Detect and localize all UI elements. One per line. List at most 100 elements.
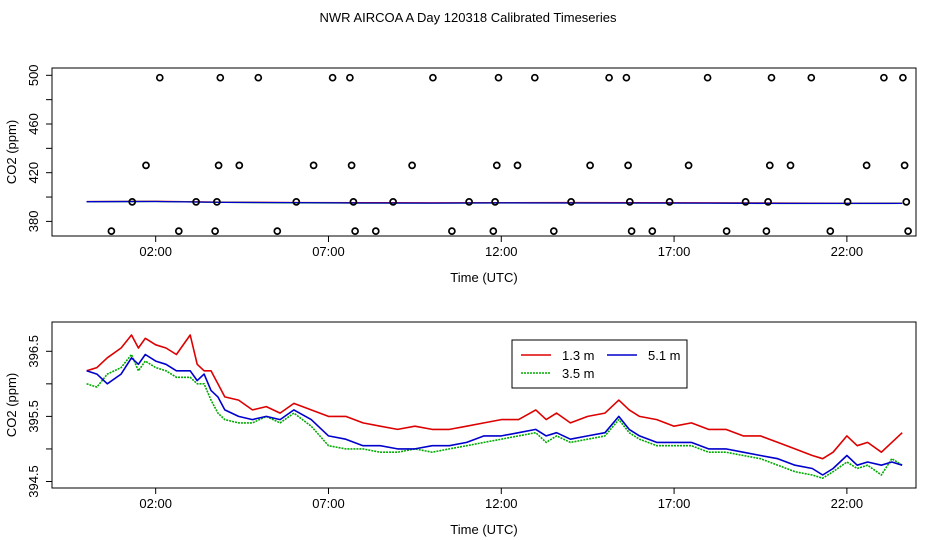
- top-line-5-1-m: [86, 200, 903, 205]
- top-y-tick-label: 420: [26, 162, 41, 184]
- calibration-point: [862, 161, 871, 170]
- calibration-point: [328, 73, 337, 82]
- calibration-point: [389, 198, 397, 206]
- calibration-point: [826, 227, 835, 235]
- top-y-tick-label: 380: [26, 211, 41, 233]
- calibration-point: [767, 73, 776, 82]
- bottom-x-tick-label: 22:00: [831, 496, 864, 511]
- bottom-axes: 02:00 07:00 12:00 17:00 22:00 394.5 395.5 396.5: [26, 335, 863, 511]
- top-panel: 02:00 07:00 12:00 17:00 22:00 380 420 460 500 Ti…: [4, 64, 917, 285]
- calibration-point: [448, 227, 456, 235]
- calibration-point: [605, 73, 613, 82]
- calibration-point: [741, 198, 750, 206]
- chart-title: NWR AIRCOA A Day 120318 Calibrated Times…: [320, 10, 617, 25]
- bottom-series: [86, 334, 903, 480]
- calibration-point: [880, 73, 888, 82]
- calibration-point: [214, 161, 223, 170]
- calibration-point: [371, 227, 380, 235]
- bottom-y-tick-label: 395.5: [26, 400, 41, 433]
- calibration-point: [174, 227, 183, 235]
- bottom-panel: 02:00 07:00 12:00 17:00 22:00 394.5 395.5 396.5…: [4, 321, 917, 537]
- calibration-point: [627, 227, 636, 235]
- calibration-point: [622, 73, 631, 82]
- top-calibration-points: [107, 73, 912, 235]
- calibration-point: [491, 198, 499, 206]
- calibration-point: [765, 161, 774, 170]
- calibration-point: [349, 198, 358, 206]
- calibration-point: [624, 161, 632, 170]
- calibration-point: [703, 73, 712, 82]
- calibration-point: [625, 198, 634, 206]
- top-plot-frame: [51, 67, 917, 237]
- top-mean-lines: [86, 200, 903, 205]
- top-x-tick-label: 17:00: [658, 244, 691, 259]
- top-y-axis-label: CO2 (ppm): [4, 120, 19, 184]
- calibration-point: [904, 227, 912, 235]
- calibration-point: [494, 73, 503, 82]
- top-x-tick-label: 22:00: [831, 244, 864, 259]
- bottom-y-tick-label: 396.5: [26, 335, 41, 368]
- calibration-point: [764, 198, 772, 206]
- calibration-point: [107, 227, 116, 235]
- calibration-point: [347, 161, 356, 170]
- calibration-point: [216, 73, 225, 82]
- calibration-point: [807, 73, 816, 82]
- calibration-point: [128, 198, 137, 206]
- calibration-point: [902, 198, 911, 206]
- calibration-point: [346, 73, 354, 82]
- calibration-point: [665, 198, 674, 206]
- calibration-point: [254, 73, 263, 82]
- calibration-point: [567, 198, 575, 206]
- top-y-tick-label: 460: [26, 113, 41, 135]
- calibration-point: [213, 198, 221, 206]
- bottom-y-tick-label: 394.5: [26, 465, 41, 498]
- bottom-x-axis-label: Time (UTC): [450, 522, 517, 537]
- legend: 1.3 m 5.1 m 3.5 m: [511, 339, 688, 389]
- calibration-point: [408, 161, 416, 170]
- top-y-tick-label: 500: [26, 64, 41, 86]
- calibration-point: [492, 161, 501, 170]
- calibration-point: [586, 161, 594, 170]
- calibration-point: [142, 161, 150, 170]
- calibration-point: [900, 161, 909, 170]
- calibration-point: [513, 161, 522, 170]
- calibration-point: [684, 161, 693, 170]
- calibration-point: [899, 73, 907, 82]
- legend-label: 1.3 m: [562, 348, 595, 363]
- calibration-point: [648, 227, 657, 235]
- bottom-x-tick-label: 02:00: [139, 496, 172, 511]
- bottom-x-tick-label: 17:00: [658, 496, 691, 511]
- legend-label: 5.1 m: [648, 348, 681, 363]
- calibration-point: [235, 161, 244, 170]
- top-x-tick-label: 12:00: [485, 244, 518, 259]
- series-3-5-m: [86, 353, 903, 480]
- series-1-3-m: [86, 334, 903, 460]
- bottom-y-axis-label: CO2 (ppm): [4, 373, 19, 437]
- bottom-x-tick-label: 12:00: [485, 496, 518, 511]
- calibration-point: [351, 227, 359, 235]
- calibration-point: [786, 161, 795, 170]
- calibration-point: [192, 198, 200, 206]
- calibration-point: [429, 73, 437, 82]
- calibration-point: [273, 227, 282, 235]
- calibration-point: [465, 198, 473, 206]
- calibration-point: [549, 227, 558, 235]
- legend-box: [511, 339, 688, 389]
- calibration-point: [843, 198, 852, 206]
- bottom-plot-frame: [51, 321, 917, 489]
- calibration-point: [155, 73, 164, 82]
- calibration-point: [762, 227, 771, 235]
- top-x-tick-label: 07:00: [312, 244, 345, 259]
- calibration-point: [722, 227, 731, 235]
- bottom-x-tick-label: 07:00: [312, 496, 345, 511]
- calibration-point: [309, 161, 318, 170]
- calibration-point: [292, 198, 301, 206]
- calibration-point: [530, 73, 539, 82]
- series-5-1-m: [86, 353, 903, 476]
- top-x-tick-label: 02:00: [139, 244, 172, 259]
- calibration-point: [211, 227, 219, 235]
- calibration-point: [489, 227, 498, 235]
- legend-label: 3.5 m: [562, 366, 595, 381]
- top-x-axis-label: Time (UTC): [450, 270, 517, 285]
